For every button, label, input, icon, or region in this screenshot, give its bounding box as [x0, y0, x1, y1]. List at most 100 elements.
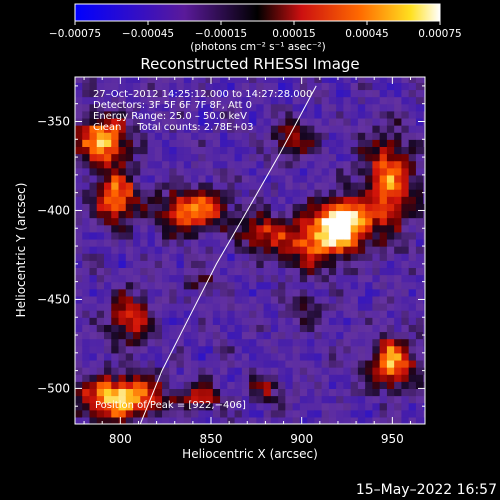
heatmap-cell [169, 217, 178, 226]
heatmap-cell [372, 402, 381, 411]
heatmap-cell [82, 89, 91, 98]
heatmap-cell [401, 288, 410, 297]
heatmap-cell [299, 196, 308, 204]
heatmap-cell [379, 238, 388, 247]
heatmap-cell [263, 224, 272, 233]
heatmap-cell [372, 345, 381, 354]
colorbar-ticks: −0.00075 −0.00045 −0.00015 0.00015 0.00045 0.… [49, 21, 462, 40]
heatmap-cell [220, 167, 228, 176]
heatmap-cell [154, 267, 163, 276]
heatmap-cell [350, 117, 359, 126]
heatmap-cell [336, 267, 344, 276]
heatmap-cell [104, 231, 112, 240]
heatmap-cell [241, 82, 250, 91]
heatmap-cell [357, 174, 366, 183]
heatmap-cell [82, 281, 91, 290]
heatmap-cell [104, 181, 112, 190]
heatmap-cell [111, 253, 120, 261]
heatmap-cell [75, 331, 83, 340]
heatmap-cell [125, 367, 134, 375]
heatmap-cell [270, 189, 279, 197]
heatmap-cell [154, 281, 163, 290]
heatmap-cell [408, 189, 417, 197]
heatmap-cell [278, 167, 286, 176]
heatmap-cell [336, 238, 344, 247]
heatmap-cell [104, 253, 112, 261]
heatmap-cell [183, 352, 192, 361]
heatmap-cell [227, 167, 236, 176]
heatmap-cell [350, 288, 359, 297]
heatmap-cell [82, 174, 91, 183]
heatmap-cell [191, 246, 199, 254]
heatmap-cell [401, 260, 410, 269]
heatmap-cell [321, 160, 330, 169]
heatmap-cell [285, 367, 294, 375]
heatmap-cell [263, 302, 272, 311]
heatmap-cell [328, 281, 337, 290]
heatmap-cell [241, 246, 250, 254]
heatmap-cell [191, 196, 199, 204]
heatmap-cell [365, 302, 374, 311]
heatmap-cell [408, 395, 417, 404]
heatmap-cell [198, 374, 207, 382]
heatmap-cell [205, 96, 214, 105]
heatmap-cell [270, 231, 279, 240]
heatmap-cell [249, 359, 257, 368]
heatmap-cell [321, 260, 330, 269]
heatmap-cell [263, 231, 272, 240]
heatmap-cell [386, 395, 395, 404]
heatmap-cell [154, 132, 163, 140]
heatmap-cell [147, 210, 156, 219]
heatmap-cell [191, 416, 199, 424]
heatmap-cell [423, 395, 425, 404]
heatmap-cell [75, 374, 83, 382]
heatmap-cell [212, 146, 221, 155]
heatmap-cell [292, 388, 301, 397]
heatmap-cell [176, 267, 185, 276]
heatmap-cell [104, 310, 112, 318]
heatmap-cell [133, 324, 141, 333]
heatmap-cell [169, 416, 178, 424]
heatmap-cell [89, 117, 98, 126]
y-tick-label: −400 [37, 203, 70, 217]
heatmap-cell [96, 367, 105, 375]
heatmap-cell [89, 402, 98, 411]
heatmap-cell [307, 331, 315, 340]
heatmap-cell [379, 302, 388, 311]
heatmap-cell [357, 231, 366, 240]
heatmap-cell [104, 388, 112, 397]
solar-limb-curve [139, 85, 317, 424]
heatmap-cell [423, 409, 425, 418]
heatmap-cell [205, 281, 214, 290]
heatmap-cell [96, 231, 105, 240]
heatmap-cell [263, 153, 272, 162]
heatmap-cell [75, 395, 83, 404]
heatmap-cell [350, 352, 359, 361]
heatmap-cell [372, 324, 381, 333]
heatmap-cell [118, 231, 127, 240]
heatmap-cell [415, 181, 424, 190]
heatmap-cell [147, 367, 156, 375]
heatmap-cell [234, 210, 243, 219]
heatmap-cell [118, 381, 127, 390]
heatmap-cell [234, 267, 243, 276]
heatmap-cell [321, 345, 330, 354]
heatmap-cell [357, 146, 366, 155]
heatmap-cell [365, 352, 374, 361]
heatmap-cell [212, 317, 221, 325]
heatmap-cell [350, 160, 359, 169]
heatmap-cell [336, 274, 344, 283]
heatmap-cell [365, 103, 374, 112]
heatmap-cell [263, 274, 272, 283]
heatmap-cell [154, 117, 163, 126]
heatmap-cell [191, 317, 199, 325]
heatmap-cell [133, 246, 141, 254]
heatmap-cell [104, 77, 112, 83]
heatmap-cell [104, 174, 112, 183]
heatmap-cell [350, 302, 359, 311]
heatmap-cell [183, 82, 192, 91]
heatmap-cell [169, 117, 178, 126]
heatmap-cell [256, 317, 265, 325]
heatmap-cell [234, 82, 243, 91]
heatmap-cell [147, 281, 156, 290]
